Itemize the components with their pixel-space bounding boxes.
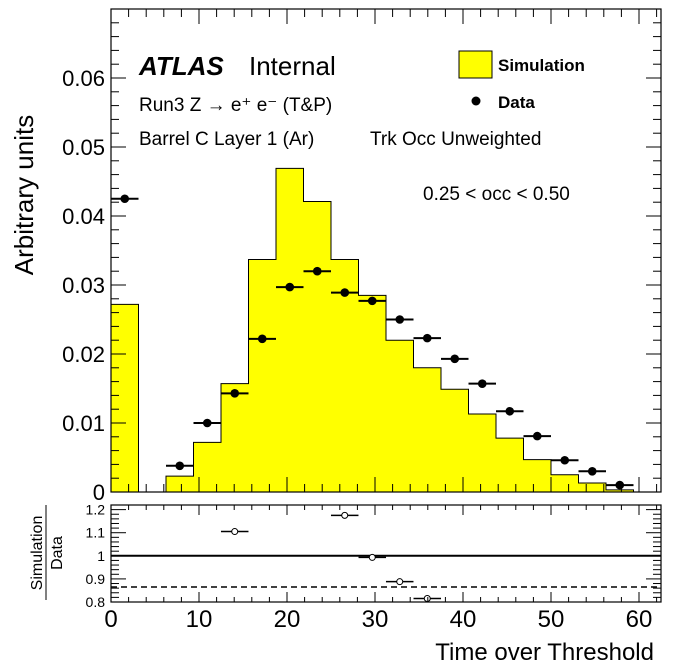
- simulation-bar: [193, 442, 221, 492]
- region-label: Barrel C Layer 1 (Ar): [139, 129, 314, 150]
- data-point: [367, 296, 377, 306]
- y-tick-label: 0.04: [62, 204, 105, 229]
- ratio-y-tick-label: 1.2: [86, 502, 106, 518]
- legend-data-marker: [471, 96, 481, 106]
- x-tick-label: 60: [626, 606, 653, 633]
- x-axis-label: Time over Threshold: [435, 639, 654, 666]
- legend-simulation-swatch: [458, 50, 493, 79]
- simulation-bar: [111, 304, 139, 492]
- main-data-layer: [111, 194, 634, 490]
- internal-label: Internal: [249, 51, 336, 81]
- data-point: [285, 282, 295, 292]
- simulation-bar: [276, 168, 304, 492]
- ratio-layer: [111, 511, 661, 603]
- data-point: [422, 333, 432, 343]
- simulation-bar: [606, 489, 634, 492]
- ratio-point: [341, 511, 349, 519]
- simulation-bar: [221, 383, 249, 492]
- y-tick-label: 0.06: [62, 66, 105, 91]
- data-point: [230, 389, 240, 398]
- simulation-bar: [331, 259, 359, 492]
- atlas-label: ATLAS: [138, 51, 224, 81]
- ratio-y-tick-label: 1.1: [86, 525, 106, 541]
- x-tick-label: 10: [186, 606, 213, 633]
- y-tick-label: 0.05: [62, 135, 105, 160]
- data-point: [450, 354, 460, 364]
- legend-data-label: Data: [498, 93, 535, 112]
- data-point: [615, 480, 625, 490]
- simulation-bar: [496, 438, 524, 492]
- simulation-outline: [110, 167, 661, 493]
- ratio-ylabel-denominator: Data: [49, 536, 66, 570]
- axes-layer: 0 0.01 0.02 0.03 0.04 0.05 0.06 0 10 20 30 40 50 60 0.…: [62, 8, 662, 633]
- simulation-bar: [386, 340, 414, 492]
- data-point: [395, 315, 405, 324]
- ratio-y-tick-label: 0.9: [86, 571, 106, 587]
- data-point: [477, 379, 487, 388]
- simulation-bar: [166, 476, 194, 492]
- simulation-bar: [578, 483, 606, 492]
- data-point: [202, 418, 212, 428]
- data-point: [560, 455, 570, 465]
- simulation-bar: [413, 367, 441, 492]
- y-tick-label: 0.01: [62, 411, 105, 436]
- weighting-label: Trk Occ Unweighted: [370, 129, 541, 150]
- process-label: Run3 Z → e⁺ e⁻ (T&P): [139, 95, 332, 116]
- y-tick-label: 0: [93, 480, 105, 505]
- ratio-point: [423, 595, 431, 603]
- main-plot-frame: [110, 8, 662, 493]
- data-point: [312, 266, 322, 276]
- simulation-bar: [468, 414, 496, 492]
- y-axis-label: Arbitrary units: [9, 115, 39, 275]
- simulation-bar: [303, 201, 331, 492]
- main-histogram-layer: [110, 167, 661, 493]
- ratio-y-tick-label: 1: [97, 548, 105, 564]
- ratio-ylabel-numerator: Simulation: [29, 516, 46, 591]
- x-tick-label: 20: [274, 606, 301, 633]
- data-point: [340, 288, 350, 297]
- ratio-point: [231, 528, 239, 536]
- data-point: [587, 467, 597, 476]
- y-tick-label: 0.03: [62, 273, 105, 298]
- data-point: [505, 406, 515, 416]
- ratio-point: [396, 578, 404, 586]
- simulation-bar: [523, 459, 551, 492]
- x-tick-label: 50: [538, 606, 565, 633]
- simulation-bar: [358, 295, 386, 492]
- ratio-y-tick-label: 0.8: [86, 594, 106, 610]
- data-point: [120, 194, 130, 204]
- simulation-bar: [441, 389, 469, 492]
- occupancy-range-label: 0.25 < occ < 0.50: [423, 184, 570, 205]
- y-tick-label: 0.02: [62, 342, 105, 367]
- data-point: [257, 334, 267, 344]
- x-tick-label: 30: [362, 606, 389, 633]
- x-tick-label: 0: [104, 606, 117, 633]
- legend-simulation-label: Simulation: [498, 56, 585, 75]
- ratio-point: [368, 553, 376, 561]
- data-point: [175, 461, 185, 471]
- data-point: [532, 431, 542, 441]
- x-tick-label: 40: [450, 606, 477, 633]
- ratio-plot-frame: [110, 504, 662, 603]
- simulation-bar: [551, 474, 579, 492]
- simulation-bar: [248, 259, 276, 492]
